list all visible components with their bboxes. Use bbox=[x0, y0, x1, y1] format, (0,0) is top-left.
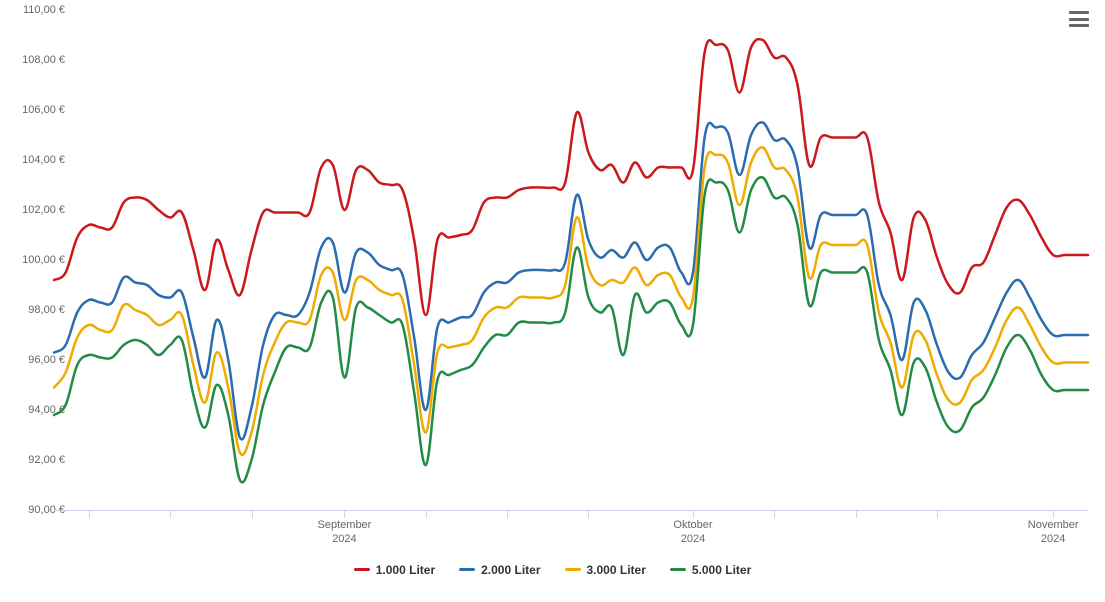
x-tick bbox=[507, 510, 508, 518]
x-tick bbox=[937, 510, 938, 518]
legend-item[interactable]: 5.000 Liter bbox=[670, 563, 751, 577]
chart-container: 90,00 €92,00 €94,00 €96,00 €98,00 €100,0… bbox=[0, 0, 1105, 602]
legend-label: 3.000 Liter bbox=[587, 563, 646, 577]
series-line bbox=[54, 147, 1088, 454]
x-tick bbox=[426, 510, 427, 518]
legend: 1.000 Liter 2.000 Liter 3.000 Liter 5.000 L… bbox=[0, 560, 1105, 577]
legend-swatch bbox=[670, 568, 686, 571]
x-tick bbox=[1053, 510, 1054, 518]
x-tick bbox=[856, 510, 857, 518]
x-tick-label: Oktober2024 bbox=[673, 518, 712, 547]
chart-lines bbox=[54, 10, 1088, 510]
x-tick bbox=[693, 510, 694, 518]
legend-item[interactable]: 1.000 Liter bbox=[354, 563, 435, 577]
x-tick bbox=[774, 510, 775, 518]
legend-label: 2.000 Liter bbox=[481, 563, 540, 577]
legend-swatch bbox=[459, 568, 475, 571]
legend-item[interactable]: 3.000 Liter bbox=[565, 563, 646, 577]
x-tick bbox=[252, 510, 253, 518]
x-tick bbox=[170, 510, 171, 518]
legend-item[interactable]: 2.000 Liter bbox=[459, 563, 540, 577]
legend-label: 1.000 Liter bbox=[376, 563, 435, 577]
legend-swatch bbox=[354, 568, 370, 571]
legend-label: 5.000 Liter bbox=[692, 563, 751, 577]
x-tick bbox=[588, 510, 589, 518]
x-tick-label: September2024 bbox=[318, 518, 372, 547]
x-axis-line bbox=[54, 510, 1088, 511]
x-tick bbox=[89, 510, 90, 518]
plot-area bbox=[54, 10, 1088, 510]
x-tick bbox=[344, 510, 345, 518]
x-tick-label: November2024 bbox=[1028, 518, 1079, 547]
legend-swatch bbox=[565, 568, 581, 571]
